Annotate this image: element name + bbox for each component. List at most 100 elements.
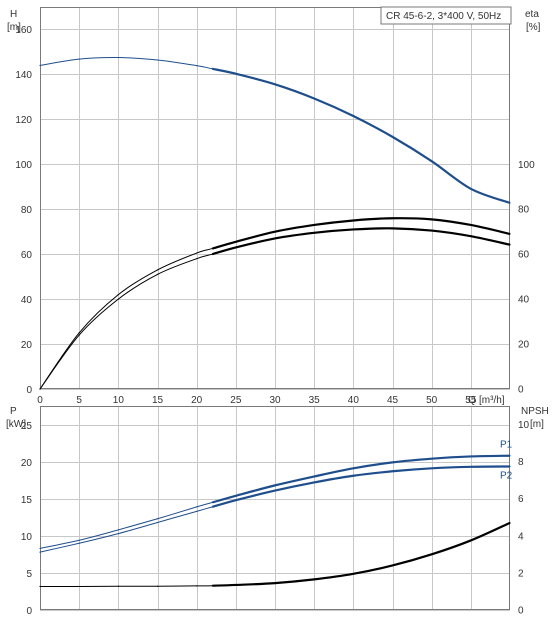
x-tick-label: 30 [269, 395, 281, 406]
data-point [391, 470, 394, 472]
data-point [235, 246, 237, 249]
left-y-tick-label: 100 [15, 160, 32, 171]
right-y-tick-label: 20 [518, 340, 530, 351]
data-point [78, 334, 80, 336]
series-label: P1 [500, 440, 513, 451]
data-point [211, 253, 213, 255]
data-point [235, 241, 237, 243]
x-tick-label: 25 [230, 395, 242, 406]
data-point [274, 489, 276, 492]
upper-left-axis-unit: [m] [7, 22, 21, 33]
series-line-duty-range [212, 465, 511, 508]
data-point [391, 564, 394, 567]
data-point [431, 218, 433, 220]
data-point [509, 202, 511, 204]
left-y-tick-label: 120 [15, 115, 32, 126]
series-layer [39, 56, 511, 588]
right-y-tick-label: 0 [518, 385, 524, 396]
data-point [211, 585, 213, 587]
upper-right-axis-unit: [%] [526, 22, 541, 33]
right-y-tick-label: 0 [518, 606, 524, 617]
data-point [274, 582, 276, 584]
x-tick-label: 20 [191, 395, 203, 406]
data-point [470, 539, 472, 542]
left-y-tick-label: 40 [21, 295, 33, 306]
data-point [470, 224, 472, 226]
data-point [313, 97, 315, 100]
data-point [431, 229, 433, 232]
left-y-tick-label: 160 [15, 25, 32, 36]
data-point [352, 228, 354, 231]
data-point [78, 58, 80, 60]
data-point [78, 539, 80, 541]
data-point [39, 551, 41, 553]
right-y-tick-label: 60 [518, 250, 530, 261]
x-tick-label: 50 [426, 395, 438, 406]
right-y-tick-label: 80 [518, 205, 530, 216]
data-point [313, 475, 315, 478]
left-y-tick-label: 20 [21, 340, 33, 351]
data-point [431, 458, 433, 460]
data-point [235, 73, 237, 75]
data-point [211, 247, 213, 250]
data-point [196, 506, 198, 508]
x-tick-label: 40 [348, 395, 360, 406]
x-tick-label: 5 [76, 395, 82, 406]
data-point [196, 65, 198, 67]
data-point [78, 585, 80, 588]
data-point [156, 269, 159, 271]
data-point [39, 547, 41, 550]
data-point [156, 585, 159, 587]
data-point [391, 136, 394, 138]
right-y-tick-label: 100 [518, 160, 535, 171]
plot-frame [40, 7, 510, 389]
series-line-duty-range [212, 521, 511, 587]
data-point [156, 273, 159, 275]
data-point [211, 501, 213, 504]
x-tick-label: 15 [152, 395, 164, 406]
data-point [211, 506, 213, 508]
data-point [313, 232, 315, 234]
left-y-tick-label: 15 [21, 495, 33, 506]
left-y-tick-label: 20 [21, 458, 33, 469]
data-point [156, 59, 159, 61]
x-tick-label: 10 [113, 395, 125, 406]
x-tick-label: 35 [309, 395, 321, 406]
right-y-tick-label: 2 [518, 568, 524, 579]
data-point [470, 466, 472, 468]
data-point [431, 467, 433, 469]
data-point [352, 475, 354, 477]
data-point [211, 68, 213, 70]
data-point [313, 578, 315, 581]
data-point [39, 585, 41, 588]
plot-frame [40, 406, 510, 610]
right-y-tick-label: 6 [518, 494, 524, 505]
data-point [352, 219, 354, 222]
data-point [156, 518, 159, 520]
series-line-duty-range [212, 67, 511, 204]
right-y-tick-label: 8 [518, 457, 524, 468]
series-line-duty-range [212, 227, 511, 256]
data-point [470, 188, 472, 190]
series-line-duty-range [212, 217, 511, 250]
data-point [117, 532, 119, 535]
data-point [274, 484, 276, 486]
x-axis-q-label: Q [468, 395, 476, 406]
lower-left-axis-unit: [kW] [6, 419, 26, 430]
data-point [470, 455, 472, 458]
data-point [391, 461, 394, 463]
left-y-tick-label: 0 [26, 385, 32, 396]
data-point [391, 217, 394, 219]
data-point [431, 553, 433, 555]
chart-title: CR 45-6-2, 3*400 V, 50Hz [386, 11, 501, 22]
right-y-tick-label: 4 [518, 531, 524, 542]
data-point [117, 298, 119, 300]
left-y-tick-label: 80 [21, 205, 33, 216]
x-tick-label: 45 [387, 395, 399, 406]
data-point [391, 227, 394, 229]
data-point [78, 332, 80, 334]
data-point [509, 522, 511, 524]
data-point [196, 585, 198, 587]
right-y-tick-label: 40 [518, 295, 530, 306]
